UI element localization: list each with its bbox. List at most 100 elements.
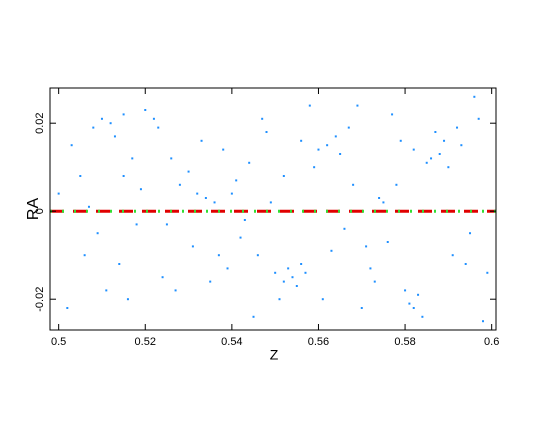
- point: [399, 139, 402, 142]
- point: [161, 276, 164, 279]
- point: [391, 113, 394, 116]
- point: [178, 183, 181, 186]
- point: [96, 232, 99, 235]
- point: [464, 263, 467, 265]
- point: [79, 175, 82, 177]
- point: [70, 144, 73, 147]
- point: [100, 117, 103, 120]
- point: [196, 192, 199, 195]
- point: [352, 183, 355, 186]
- point: [122, 113, 125, 116]
- point: [365, 245, 368, 248]
- point: [282, 280, 285, 283]
- point: [87, 205, 90, 208]
- point: [438, 153, 441, 155]
- point: [269, 201, 272, 204]
- point: [126, 298, 129, 301]
- point: [447, 166, 450, 169]
- point: [382, 201, 385, 204]
- point: [105, 289, 108, 292]
- point: [373, 280, 376, 283]
- point: [274, 271, 277, 274]
- point: [191, 245, 194, 248]
- point: [135, 223, 138, 226]
- point: [430, 157, 433, 160]
- point: [473, 95, 476, 98]
- point: [412, 148, 415, 151]
- point: [321, 298, 324, 301]
- x-axis-label: Z: [270, 347, 279, 363]
- point: [226, 267, 229, 270]
- point: [369, 267, 372, 270]
- point: [434, 131, 437, 133]
- point: [113, 135, 116, 138]
- point: [443, 139, 446, 142]
- point: [360, 307, 363, 309]
- point: [421, 315, 424, 318]
- point: [243, 219, 246, 221]
- point: [334, 135, 337, 138]
- point: [300, 263, 303, 265]
- plot-frame: [49, 87, 497, 331]
- point: [486, 271, 489, 274]
- point: [239, 236, 242, 239]
- point: [425, 161, 428, 164]
- point: [92, 126, 95, 129]
- point: [139, 188, 142, 191]
- point: [295, 285, 298, 287]
- point: [282, 175, 285, 177]
- point: [213, 201, 216, 204]
- point: [278, 298, 281, 301]
- point: [386, 241, 389, 243]
- point: [217, 254, 220, 257]
- point: [417, 293, 420, 296]
- point: [248, 161, 251, 164]
- x-tick-label: 0.54: [221, 336, 242, 348]
- point: [187, 170, 190, 173]
- point: [265, 131, 268, 133]
- point: [291, 276, 294, 279]
- point: [261, 117, 264, 120]
- point: [152, 117, 155, 120]
- point: [66, 307, 69, 309]
- y-tick-label: 0.02: [34, 112, 46, 133]
- point: [451, 254, 454, 257]
- point: [157, 126, 160, 129]
- point: [304, 271, 307, 274]
- point: [408, 302, 411, 305]
- point: [122, 175, 125, 177]
- x-tick-label: 0.5: [51, 336, 66, 348]
- point: [482, 320, 485, 323]
- point: [222, 148, 225, 151]
- x-tick-label: 0.52: [135, 336, 156, 348]
- point: [204, 197, 207, 199]
- x-tick-label: 0.6: [484, 336, 499, 348]
- point: [165, 223, 168, 226]
- point: [347, 126, 350, 129]
- x-tick-label: 0.58: [394, 336, 415, 348]
- point: [256, 254, 259, 257]
- point: [330, 249, 333, 252]
- point: [174, 289, 177, 292]
- y-tick-label: 0: [34, 208, 46, 214]
- y-axis-label: RA: [25, 198, 42, 221]
- point: [469, 232, 472, 235]
- x-tick-label: 0.56: [308, 336, 329, 348]
- point: [308, 104, 311, 107]
- point: [477, 117, 480, 120]
- point: [287, 267, 290, 270]
- point: [343, 227, 346, 230]
- point: [230, 192, 233, 195]
- point: [235, 179, 238, 182]
- point: [456, 126, 459, 129]
- point: [378, 197, 381, 199]
- point: [252, 315, 255, 318]
- point: [412, 307, 415, 309]
- point: [209, 280, 212, 283]
- point: [109, 122, 112, 125]
- point: [57, 192, 60, 195]
- point: [326, 144, 329, 147]
- point: [356, 104, 359, 107]
